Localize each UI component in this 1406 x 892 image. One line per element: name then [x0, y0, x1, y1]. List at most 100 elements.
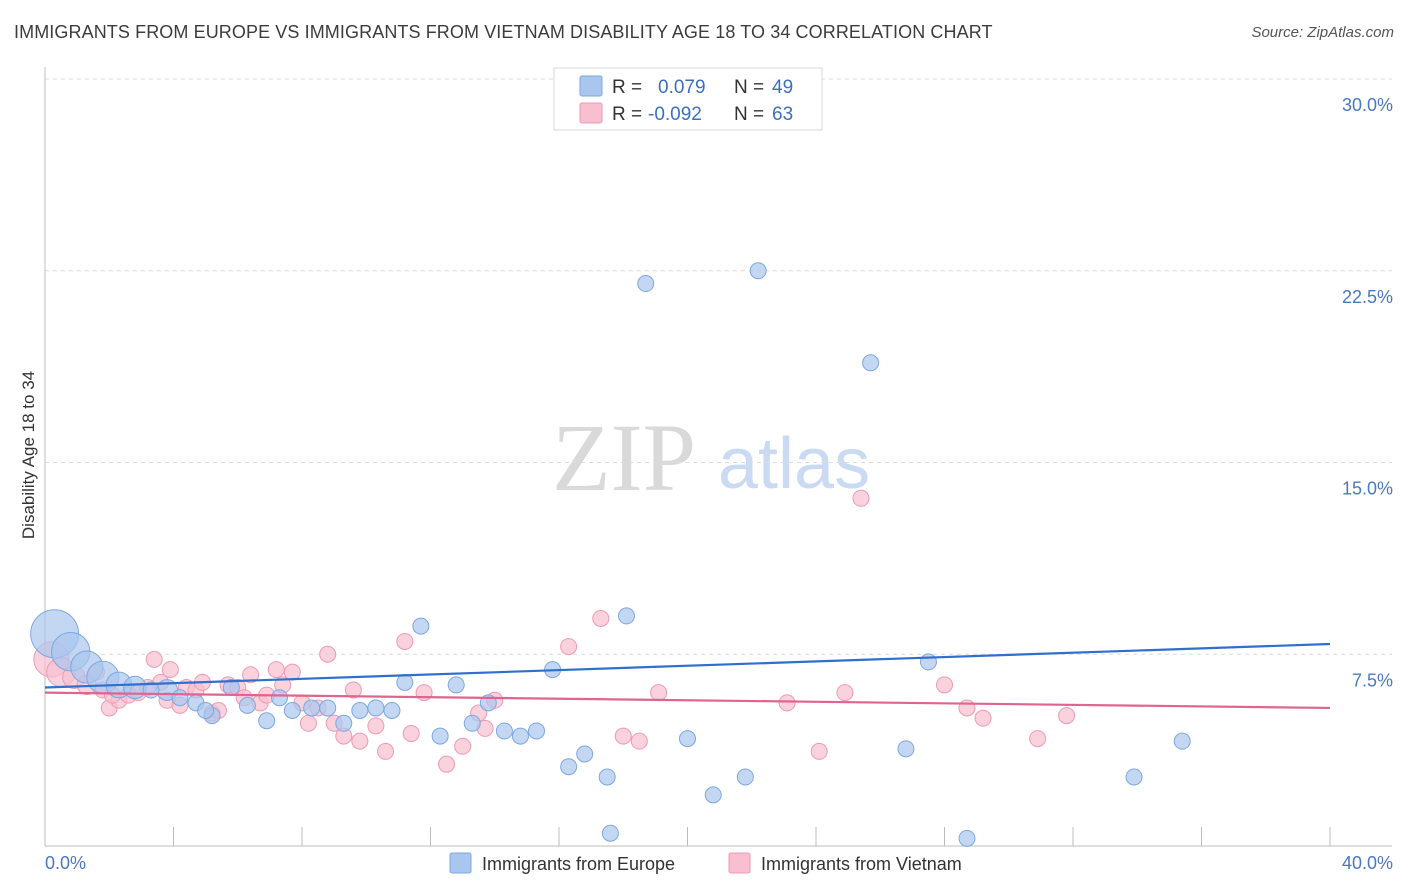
legend-vietnam-label: Immigrants from Vietnam — [761, 854, 962, 874]
europe-point — [123, 675, 147, 700]
gridlines — [45, 78, 1392, 655]
europe-point — [601, 824, 619, 842]
vietnam-point — [958, 699, 976, 717]
vietnam-n-value: 63 — [772, 104, 793, 125]
chart-title: IMMIGRANTS FROM EUROPE VS IMMIGRANTS FRO… — [14, 22, 993, 42]
stats-legend: R = 0.079 N = 49 R = -0.092 N = 63 — [553, 67, 823, 131]
europe-point — [1125, 768, 1143, 786]
x-tick-label-max: 40.0% — [1342, 853, 1393, 873]
europe-point — [463, 714, 481, 732]
y-axis-label: Disability Age 18 to 34 — [19, 371, 38, 539]
europe-point — [637, 275, 655, 293]
legend-europe-swatch — [449, 852, 472, 874]
europe-point — [617, 607, 635, 625]
vietnam-point — [810, 742, 828, 760]
vietnam-point — [396, 632, 414, 650]
y-tick-label: 7.5% — [1352, 670, 1393, 690]
vietnam-point — [145, 650, 163, 668]
source-credit: Source: ZipAtlas.com — [1251, 24, 1394, 41]
vietnam-point — [351, 732, 369, 750]
vietnam-point — [377, 742, 395, 760]
vietnam-n-label: N = — [734, 104, 764, 125]
europe-point — [704, 786, 722, 804]
europe-point — [319, 699, 337, 717]
vietnam-point — [161, 661, 179, 679]
europe-trend-line — [44, 642, 1331, 689]
vietnam-point — [367, 717, 385, 735]
vietnam-point — [402, 725, 420, 743]
vietnam-point — [267, 661, 285, 679]
europe-point — [560, 758, 578, 776]
vietnam-point — [299, 714, 317, 732]
europe-point — [171, 689, 189, 707]
europe-swatch — [579, 75, 603, 97]
x-axis-ticks — [173, 827, 1331, 846]
europe-points — [30, 262, 1191, 847]
europe-point — [396, 673, 414, 691]
europe-point — [383, 701, 401, 719]
vietnam-r-value: -0.092 — [648, 104, 702, 125]
europe-point — [303, 699, 321, 717]
y-tick-label: 15.0% — [1342, 479, 1393, 499]
europe-point — [431, 727, 449, 745]
europe-point — [367, 699, 385, 717]
europe-n-label: N = — [734, 77, 764, 98]
vietnam-point — [242, 666, 260, 684]
europe-point — [862, 354, 880, 372]
europe-point — [897, 740, 915, 758]
watermark-atlas: atlas — [718, 424, 870, 504]
watermark-zip: ZIP — [552, 404, 696, 511]
europe-point — [351, 701, 369, 719]
europe-r-label: R = — [612, 77, 642, 98]
europe-point — [335, 714, 353, 732]
vietnam-point — [614, 727, 632, 745]
y-tick-label: 30.0% — [1342, 95, 1393, 115]
vietnam-point — [319, 645, 337, 663]
legend-vietnam-swatch — [728, 852, 751, 874]
europe-point — [1173, 732, 1191, 750]
europe-point — [283, 701, 301, 719]
vietnam-point — [852, 489, 870, 507]
vietnam-point — [344, 681, 362, 699]
vietnam-point — [836, 684, 854, 702]
y-tick-label: 22.5% — [1342, 287, 1393, 307]
vietnam-point — [1058, 707, 1076, 725]
europe-r-value: 0.079 — [658, 77, 706, 98]
vietnam-point — [778, 694, 796, 712]
y-axis-tick-labels: 7.5% 15.0% 22.5% 30.0% — [1342, 95, 1393, 690]
vietnam-points — [33, 489, 1076, 773]
trend-lines — [44, 642, 1331, 710]
bottom-legend: Immigrants from Europe Immigrants from V… — [449, 852, 962, 874]
europe-point — [511, 727, 529, 745]
europe-point — [258, 712, 276, 730]
x-tick-label-min: 0.0% — [45, 853, 86, 873]
europe-point — [598, 768, 616, 786]
europe-point — [271, 689, 289, 707]
europe-point — [958, 829, 976, 847]
europe-point — [447, 676, 465, 694]
vietnam-point — [592, 609, 610, 627]
vietnam-point — [438, 755, 456, 773]
vietnam-r-label: R = — [612, 104, 642, 125]
europe-point — [576, 745, 594, 763]
europe-point — [197, 701, 215, 719]
europe-point — [528, 722, 546, 740]
vietnam-point — [454, 737, 472, 755]
vietnam-point — [936, 676, 953, 694]
vietnam-trend-line — [44, 691, 1331, 710]
vietnam-point — [283, 663, 301, 681]
vietnam-point — [1029, 730, 1047, 748]
vietnam-point — [560, 638, 578, 656]
vietnam-point — [650, 684, 668, 702]
axes — [44, 67, 1392, 847]
europe-point — [495, 722, 513, 740]
europe-point — [749, 262, 767, 280]
vietnam-point — [630, 732, 648, 750]
europe-point — [736, 768, 754, 786]
europe-point — [412, 617, 430, 635]
europe-point — [238, 696, 256, 714]
legend-europe-label: Immigrants from Europe — [482, 854, 675, 874]
europe-n-value: 49 — [772, 77, 793, 98]
vietnam-point — [974, 709, 992, 727]
